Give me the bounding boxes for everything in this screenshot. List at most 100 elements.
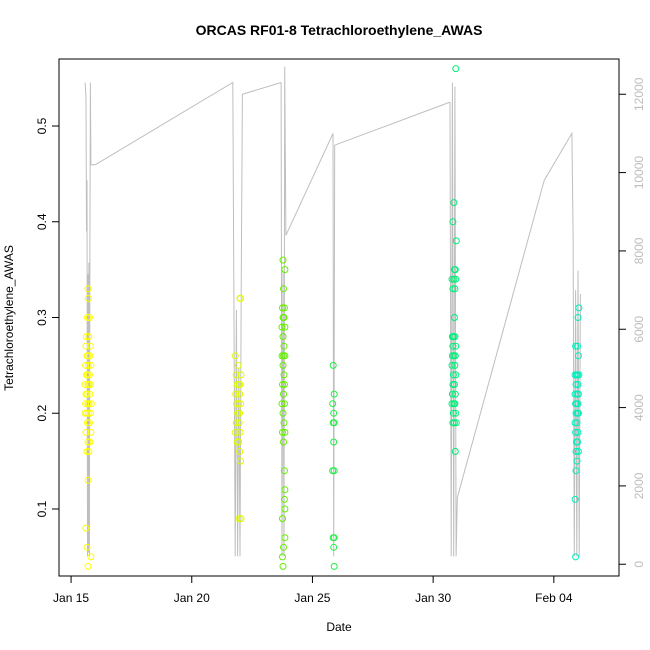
data-point-rf05-10	[451, 285, 459, 293]
y-axis: 0.1 0.2 0.3 0.4 0.5	[35, 117, 60, 517]
data-point-rf06-21	[573, 419, 581, 427]
y2-tick-label: 4000	[632, 394, 646, 421]
data-point-rf05-36	[451, 448, 459, 455]
altitude-trace-rf04	[332, 101, 451, 557]
data-point-rf02-5	[237, 371, 245, 379]
data-point-rf02-15	[236, 409, 244, 417]
x-axis-label: Date	[326, 620, 352, 634]
data-point-rf04-3	[330, 409, 338, 417]
data-point-rf06-1	[574, 314, 582, 321]
data-point-rf05-21	[451, 361, 459, 369]
data-point-rf05-32	[452, 409, 460, 417]
data-point-rf01-16	[85, 371, 93, 379]
data-point-rf04-10	[330, 534, 338, 542]
data-point-rf05-25	[450, 381, 458, 388]
data-point-rf02-19	[236, 428, 244, 436]
data-point-rf05-14	[451, 333, 459, 341]
data-point-rf01-1	[84, 294, 92, 302]
data-point-rf01-44	[84, 562, 92, 570]
data-point-rf02-25	[237, 515, 245, 523]
y-tick-label: 0.4	[35, 213, 49, 230]
data-point-rf03-9	[279, 333, 287, 341]
data-point-rf06-29	[572, 467, 580, 475]
x-tick-label: Jan 15	[53, 591, 89, 605]
data-point-rf03-15	[280, 371, 288, 379]
data-point-rf01-27	[87, 400, 95, 408]
data-point-rf03-31	[281, 534, 289, 542]
data-point-rf05-35	[452, 419, 460, 427]
data-point-rf01-4	[83, 333, 90, 341]
data-point-rf01-20	[86, 381, 94, 388]
data-point-rf06-25	[574, 438, 581, 446]
data-point-rf03-26	[280, 467, 288, 475]
data-point-rf01-10	[86, 352, 94, 360]
data-point-rf03-20	[280, 400, 288, 408]
altitude-layer	[84, 66, 581, 557]
data-point-rf01-43	[87, 553, 95, 561]
y-tick-label: 0.1	[35, 500, 49, 517]
x-axis: Jan 15 Jan 20 Jan 25 Jan 30 Feb 04	[53, 575, 573, 605]
data-point-rf03-33	[279, 553, 286, 561]
data-point-rf05-29	[448, 400, 456, 408]
data-point-rf05-20	[448, 361, 456, 369]
data-point-rf06-8	[575, 371, 583, 379]
data-point-rf05-22	[449, 371, 457, 379]
data-point-rf05-16	[452, 342, 460, 350]
data-point-rf02-11	[233, 400, 241, 408]
data-point-rf02-1	[237, 294, 244, 302]
data-point-rf01-34	[82, 428, 90, 436]
data-point-rf06-22	[572, 428, 580, 436]
data-point-rf06-0	[575, 304, 583, 312]
data-point-rf02-24	[235, 515, 243, 523]
data-point-rf01-31	[86, 409, 94, 417]
data-point-rf05-1	[450, 199, 458, 207]
data-point-rf05-3	[452, 237, 460, 245]
data-point-rf05-26	[448, 390, 456, 398]
data-point-rf03-24	[281, 428, 289, 436]
data-point-rf01-13	[87, 361, 95, 369]
data-point-rf01-5	[85, 333, 93, 341]
data-point-rf04-8	[330, 467, 338, 475]
data-point-rf05-0	[452, 65, 460, 73]
data-point-rf05-34	[450, 419, 458, 427]
data-point-rf02-2	[231, 352, 239, 360]
data-point-rf01-30	[84, 409, 92, 417]
y2-tick-label: 6000	[632, 316, 646, 343]
altitude-trace-rf06	[543, 131, 581, 557]
data-point-rf03-18	[280, 390, 287, 398]
x-tick-label: Jan 25	[294, 591, 330, 605]
points-layer	[81, 65, 583, 570]
data-point-rf04-6	[330, 438, 338, 446]
data-point-rf01-32	[84, 419, 91, 427]
data-point-rf06-13	[574, 390, 582, 398]
data-point-rf04-12	[330, 562, 338, 570]
data-point-rf02-6	[233, 381, 241, 388]
x-tick-label: Jan 30	[415, 591, 451, 605]
y-tick-label: 0.2	[35, 405, 49, 422]
data-point-rf05-5	[451, 266, 459, 274]
y2-axis: 0 2000 4000 6000 8000 10000 12000	[618, 77, 646, 568]
x-tick-label: Jan 20	[174, 591, 210, 605]
data-point-rf02-14	[234, 409, 242, 417]
data-point-rf06-31	[572, 553, 580, 561]
data-point-rf03-21	[279, 409, 287, 417]
data-point-rf01-29	[83, 409, 90, 417]
data-point-rf03-1	[281, 266, 289, 274]
chart-title: ORCAS RF01-8 Tetrachloroethylene_AWAS	[196, 22, 483, 38]
data-point-rf02-4	[232, 371, 240, 379]
data-point-rf03-16	[279, 381, 286, 388]
data-point-rf01-37	[86, 438, 94, 446]
data-point-rf06-2	[572, 342, 580, 350]
data-point-rf06-23	[574, 428, 582, 436]
data-point-rf05-30	[451, 400, 459, 408]
data-point-rf02-21	[235, 438, 243, 446]
data-point-rf01-40	[84, 476, 92, 484]
data-point-rf06-9	[572, 381, 580, 388]
data-point-rf03-29	[281, 505, 289, 513]
data-point-rf05-6	[448, 275, 456, 283]
data-point-rf01-39	[85, 448, 93, 455]
y2-tick-label: 0	[632, 561, 646, 568]
data-point-rf03-22	[280, 419, 288, 427]
y-tick-label: 0.3	[35, 309, 49, 326]
data-point-rf01-42	[83, 543, 91, 551]
